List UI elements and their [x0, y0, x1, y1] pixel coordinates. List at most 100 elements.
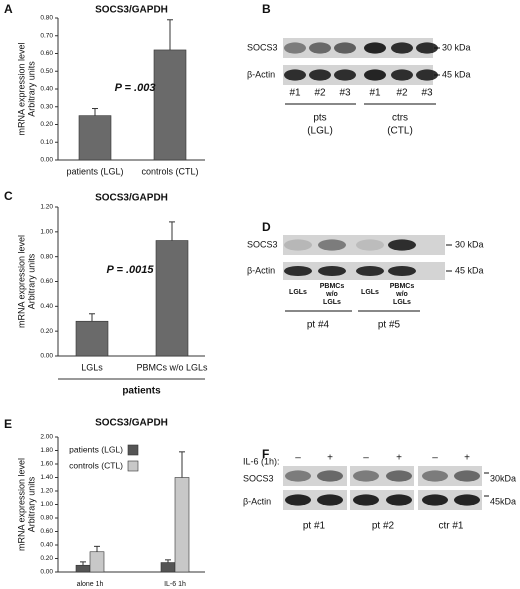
bar — [153, 49, 187, 161]
y-axis-label: Arbitrary units — [26, 253, 36, 309]
legend-swatch — [127, 460, 139, 472]
y-tick-label: 0.40 — [40, 303, 53, 310]
blot-band — [391, 42, 413, 54]
bar — [75, 320, 109, 357]
lane-label: PBMCs — [320, 283, 345, 290]
lane-label: PBMCs — [390, 283, 415, 290]
y-tick-label: 0.00 — [40, 353, 53, 360]
blot-band — [309, 69, 331, 81]
blot-band — [285, 494, 311, 506]
y-tick-label: 1.00 — [40, 501, 53, 508]
chart-title: SOCS3/GAPDH — [95, 193, 168, 204]
bar — [78, 115, 112, 161]
group-label: pts — [313, 113, 326, 124]
legend-label: patients (LGL) — [69, 444, 123, 454]
bar — [155, 240, 189, 357]
legend-swatch — [127, 444, 139, 456]
blot-band — [284, 42, 306, 54]
chart-title: SOCS3/GAPDH — [95, 5, 168, 16]
sign: + — [464, 453, 470, 464]
bar — [160, 562, 176, 573]
blot-band — [317, 494, 343, 506]
group-label: patients — [122, 386, 161, 397]
y-tick-label: 1.60 — [40, 461, 53, 468]
y-tick-label: 2.00 — [40, 434, 53, 441]
lane-label: w/o — [325, 291, 338, 298]
blot-band — [353, 470, 379, 482]
blot-band — [422, 470, 448, 482]
marker: 30 kDa — [455, 239, 484, 249]
y-tick-label: 0.60 — [40, 528, 53, 535]
panel-letter: C — [4, 189, 13, 203]
row-label: β-Actin — [247, 265, 275, 275]
lane-label: LGLs — [289, 289, 307, 296]
y-axis-label: Arbitrary units — [26, 476, 36, 532]
blot-band — [309, 42, 331, 54]
annotation: P = .0015 — [107, 264, 155, 276]
x-tick-label: PBMCs w/o LGLs — [136, 362, 208, 372]
blot-band — [422, 494, 448, 506]
y-tick-label: 0.30 — [40, 103, 53, 110]
legend-label: controls (CTL) — [69, 460, 123, 470]
sign: – — [295, 453, 301, 464]
blot-band — [364, 42, 386, 54]
y-tick-label: 1.20 — [40, 204, 53, 211]
panel-letter: E — [4, 417, 12, 431]
treatment-label: IL-6 (1h): — [243, 456, 280, 466]
row-label: β-Actin — [247, 69, 275, 79]
y-axis-label: Arbitrary units — [26, 61, 36, 117]
lane-label: LGLs — [361, 289, 379, 296]
blot-band — [284, 265, 312, 277]
blot-band — [356, 265, 384, 277]
sign: – — [432, 453, 438, 464]
row-label: SOCS3 — [247, 239, 278, 249]
blot-band — [318, 239, 346, 251]
blot-band — [353, 494, 379, 506]
row-label: β-Actin — [243, 496, 271, 506]
group-label: pt #1 — [303, 521, 326, 532]
sign: – — [363, 453, 369, 464]
lane-label: #1 — [369, 88, 381, 99]
bar — [174, 477, 190, 573]
blot-band — [364, 69, 386, 81]
blot-band — [356, 239, 384, 251]
x-tick-label: alone 1h — [77, 581, 104, 588]
blot-band — [416, 69, 438, 81]
blot-band — [284, 69, 306, 81]
y-tick-label: 1.20 — [40, 488, 53, 495]
group-label: pt #4 — [307, 320, 330, 331]
y-tick-label: 0.80 — [40, 15, 53, 22]
lane-label: w/o — [395, 291, 408, 298]
y-tick-label: 0.00 — [40, 157, 53, 164]
y-tick-label: 0.40 — [40, 542, 53, 549]
marker: 45 kDa — [455, 265, 484, 275]
group-label: (CTL) — [387, 126, 413, 137]
y-tick-label: 0.60 — [40, 50, 53, 57]
y-axis-label: mRNA expression level — [16, 458, 26, 551]
group-label: ctrs — [392, 113, 408, 124]
panel-letter: A — [4, 2, 13, 16]
blot-band — [388, 265, 416, 277]
x-tick-label: IL-6 1h — [164, 581, 186, 588]
blot-band — [284, 239, 312, 251]
y-tick-label: 0.00 — [40, 569, 53, 576]
y-tick-label: 1.80 — [40, 447, 53, 454]
row-label: SOCS3 — [247, 42, 278, 52]
blot-band — [391, 69, 413, 81]
group-label: pt #2 — [372, 521, 395, 532]
blot-band — [386, 494, 412, 506]
bar — [89, 551, 105, 573]
lane-label: #3 — [421, 88, 433, 99]
sign: + — [327, 453, 333, 464]
blot-band — [454, 470, 480, 482]
panel-letter: D — [262, 220, 271, 234]
blot-band — [334, 69, 356, 81]
blot-band — [334, 42, 356, 54]
y-tick-label: 0.60 — [40, 278, 53, 285]
marker: 30kDa — [490, 473, 516, 483]
y-tick-label: 0.80 — [40, 515, 53, 522]
x-tick-label: controls (CTL) — [141, 166, 198, 176]
